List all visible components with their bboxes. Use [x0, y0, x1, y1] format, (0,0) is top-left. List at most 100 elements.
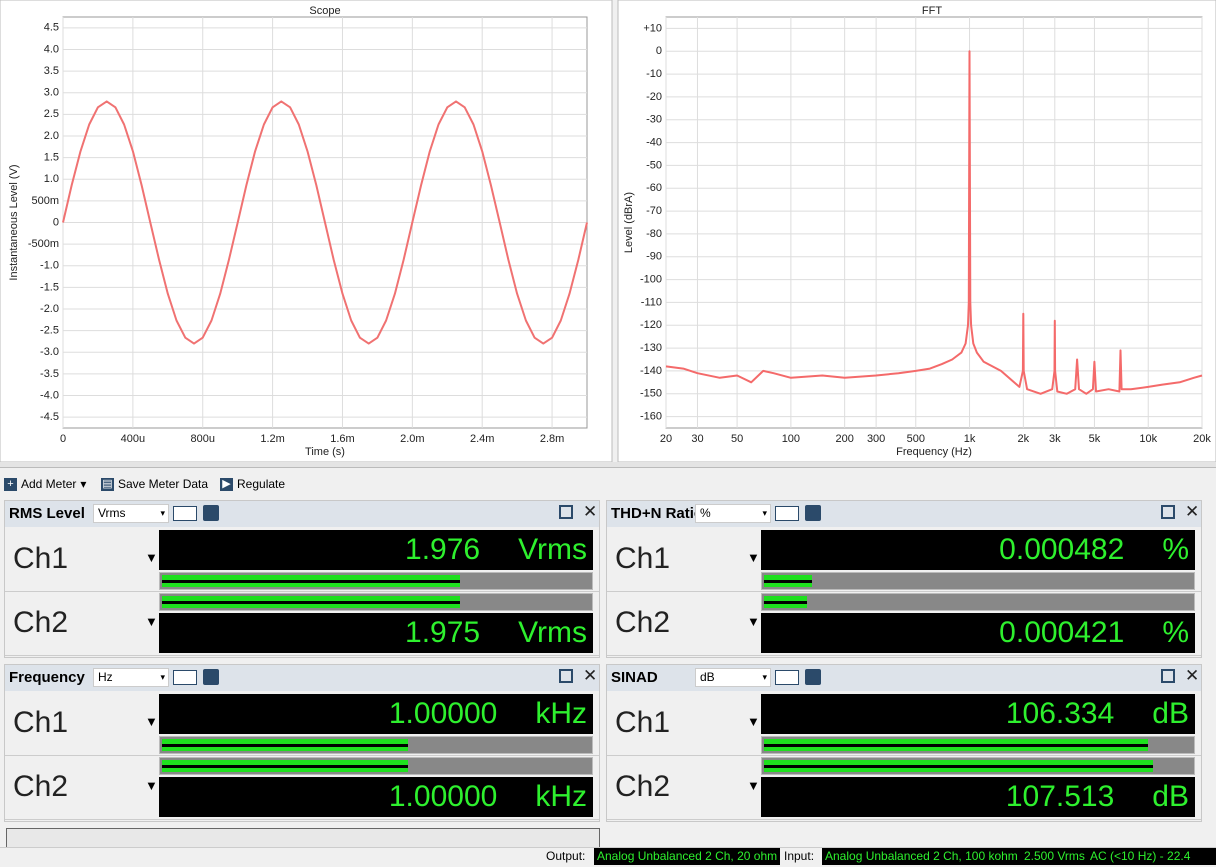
meter-unit: %: [1162, 533, 1189, 566]
meter-unit: kHz: [535, 780, 587, 813]
popout-button[interactable]: [1161, 669, 1175, 683]
level-line: [764, 765, 1153, 768]
popout-button[interactable]: [1161, 505, 1175, 519]
meter-unit: dB: [1152, 780, 1189, 813]
level-bar: [159, 572, 593, 590]
plot-area: [665, 16, 1203, 429]
channel-menu[interactable]: ▼: [747, 550, 760, 565]
channel-menu[interactable]: ▼: [747, 614, 760, 629]
unit-dropdown[interactable]: dB ▾: [695, 668, 771, 687]
meter-panel: SINAD dB ▾ ✕ Ch1 ▼ 106.334 dB Ch2 ▼ 107.513 dB: [606, 664, 1202, 822]
popout-button[interactable]: [559, 669, 573, 683]
add-meter-button[interactable]: Add Meter: [21, 477, 77, 491]
input-level[interactable]: 2.500 Vrms: [1021, 848, 1088, 865]
x-tick-label: 10k: [1139, 433, 1157, 445]
splitter[interactable]: [0, 462, 1216, 468]
meter-display: 107.513 dB: [761, 777, 1195, 817]
settings-button[interactable]: [805, 505, 821, 521]
level-fill: [162, 596, 461, 608]
popout-button[interactable]: [559, 505, 573, 519]
close-button[interactable]: ✕: [1185, 502, 1200, 521]
row-divider: [5, 655, 599, 656]
meter-display: 0.000482%: [761, 530, 1195, 570]
graph-button[interactable]: [775, 506, 799, 521]
input-device[interactable]: Analog Unbalanced 2 Ch, 100 kohm: [822, 848, 1021, 865]
x-tick-label: 1.6m: [330, 433, 354, 445]
y-tick-label: -4.0: [40, 389, 59, 401]
y-tick-label: +10: [643, 22, 662, 34]
graph-button[interactable]: [173, 506, 197, 521]
level-bar: [761, 757, 1195, 775]
meter-header: [5, 501, 599, 527]
y-tick-label: 3.0: [44, 87, 59, 99]
y-tick-label: -140: [640, 365, 662, 377]
y-tick-label: -150: [640, 388, 662, 400]
y-tick-label: -10: [646, 68, 662, 80]
level-fill: [764, 739, 1149, 751]
x-tick-label: 200: [835, 433, 853, 445]
settings-button[interactable]: [203, 505, 219, 521]
x-tick-label: 0: [60, 433, 66, 445]
close-button[interactable]: ✕: [583, 502, 598, 521]
close-button[interactable]: ✕: [583, 666, 598, 685]
close-button[interactable]: ✕: [1185, 666, 1200, 685]
channel-label: Ch2: [615, 606, 671, 639]
y-tick-label: 4.0: [44, 43, 59, 55]
channel-menu[interactable]: ▼: [747, 714, 760, 729]
meter-display: 1.00000 kHz: [159, 777, 593, 817]
y-axis-label: Level (dBrA): [623, 192, 635, 253]
dropdown-arrow: ▾: [762, 508, 767, 518]
y-tick-label: 4.5: [44, 22, 59, 34]
trace: [62, 100, 588, 345]
meter-header: [607, 501, 1201, 527]
x-tick-label: 2k: [1018, 433, 1030, 445]
charts: Scope Time (s) Instantaneous Level (V) 4.5 4…: [0, 0, 1216, 463]
bandwidth[interactable]: AC (<10 Hz) - 22.4 kHz: [1087, 848, 1216, 867]
level-fill: [162, 575, 461, 587]
graph-button[interactable]: [775, 670, 799, 685]
x-tick-label: 20: [660, 433, 672, 445]
save-meter-data-button[interactable]: Save Meter Data: [118, 477, 209, 491]
meter-unit: dB: [1152, 697, 1189, 730]
x-tick-label: 1k: [964, 433, 976, 445]
y-tick-label: -160: [640, 410, 662, 422]
x-tick-label: 3k: [1049, 433, 1061, 445]
channel-label: Ch1: [13, 706, 69, 739]
graph-button[interactable]: [173, 670, 197, 685]
x-tick-label: 20k: [1193, 433, 1211, 445]
row-divider: [607, 755, 1201, 756]
output-device[interactable]: Analog Unbalanced 2 Ch, 20 ohm: [594, 848, 781, 865]
y-tick-label: 1.0: [44, 173, 59, 185]
meter-unit: Vrms: [518, 616, 587, 649]
y-tick-label: -2.0: [40, 303, 59, 315]
channel-menu[interactable]: ▼: [747, 778, 760, 793]
row-divider: [607, 591, 1201, 592]
channel-menu[interactable]: ▼: [145, 614, 158, 629]
meter-unit: Vrms: [518, 533, 587, 566]
unit-text: %: [700, 506, 711, 520]
channel-menu[interactable]: ▼: [145, 714, 158, 729]
meter-value: 0.000421: [999, 616, 1125, 649]
x-tick-label: 30: [691, 433, 703, 445]
settings-button[interactable]: [203, 669, 219, 685]
settings-button[interactable]: [805, 669, 821, 685]
channel-menu[interactable]: ▼: [145, 550, 158, 565]
chart-title: FFT: [922, 5, 942, 17]
row-divider: [607, 655, 1201, 656]
row-divider: [5, 819, 599, 820]
meter-header: [607, 665, 1201, 691]
unit-dropdown[interactable]: Hz ▾: [93, 668, 169, 687]
meter-display: 106.334 dB: [761, 694, 1195, 734]
x-tick-label: 1.2m: [260, 433, 284, 445]
channel-menu[interactable]: ▼: [145, 778, 158, 793]
unit-dropdown[interactable]: Vrms ▾: [93, 504, 169, 523]
regulate-button[interactable]: Regulate: [237, 477, 286, 491]
unit-text: dB: [700, 670, 715, 684]
level-bar: [761, 593, 1195, 611]
y-tick-label: 1.5: [44, 152, 59, 164]
row-divider: [5, 591, 599, 592]
unit-dropdown[interactable]: % ▾: [695, 504, 771, 523]
meter-display: 1.975 Vrms: [159, 613, 593, 653]
meter-panel: Frequency Hz ▾ ✕ Ch1 ▼ 1.00000 kHz Ch2 ▼ 1.00000 kH…: [4, 664, 600, 822]
